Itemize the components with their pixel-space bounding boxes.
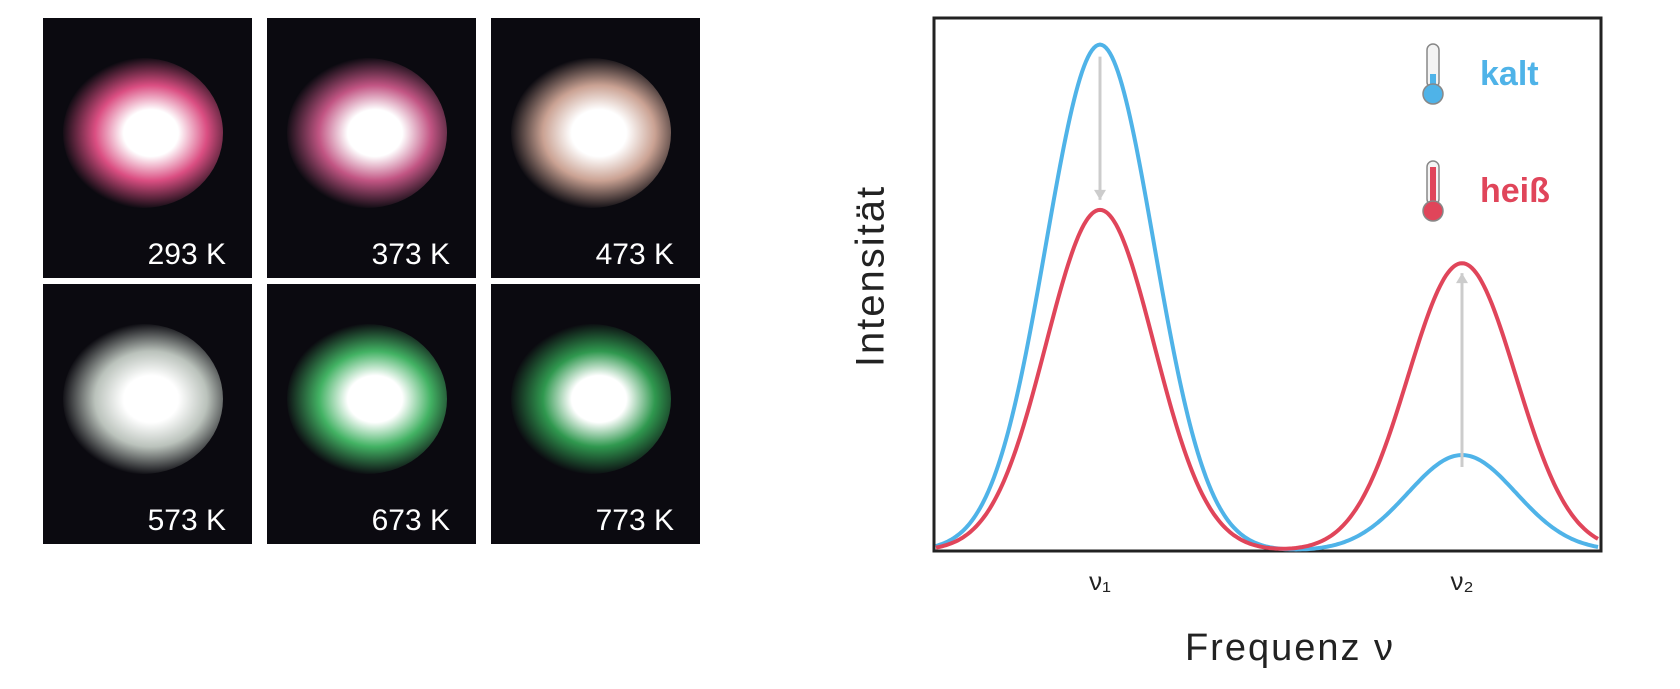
photo: 473 K xyxy=(491,18,700,278)
photo: 673 K xyxy=(267,284,476,544)
glow xyxy=(287,58,447,208)
arrow-head xyxy=(1094,189,1106,200)
plot-frame xyxy=(932,16,1603,553)
arrow-head xyxy=(1456,273,1468,284)
x-axis-label: Frequenz ν xyxy=(1185,627,1395,669)
temperature-label: 473 K xyxy=(595,238,674,271)
thermometer-bulb xyxy=(1422,200,1444,222)
glow xyxy=(511,58,671,208)
x-tick-label: ν₁ xyxy=(1089,566,1111,596)
thermometer-fill xyxy=(1430,74,1436,90)
temperature-label: 373 K xyxy=(371,238,450,271)
temperature-label: 573 K xyxy=(147,504,226,537)
thermometer-bulb xyxy=(1422,83,1444,105)
legend-label: heiß xyxy=(1480,172,1550,210)
photo: 773 K xyxy=(491,284,700,544)
temperature-label: 773 K xyxy=(595,504,674,537)
glow xyxy=(63,58,223,208)
temperature-label: 293 K xyxy=(147,238,226,271)
spectrum-curve xyxy=(935,42,1599,552)
x-tick-label: ν₂ xyxy=(1450,566,1473,596)
spectrum-curve xyxy=(935,207,1599,551)
thermometer-fill xyxy=(1430,167,1436,207)
photo: 573 K xyxy=(43,284,252,544)
temperature-label: 673 K xyxy=(371,504,450,537)
legend-label: kalt xyxy=(1480,55,1539,93)
glow xyxy=(63,324,223,474)
photo: 373 K xyxy=(267,18,476,278)
glow xyxy=(511,324,671,474)
photo: 293 K xyxy=(43,18,252,278)
glow xyxy=(287,324,447,474)
y-axis-label: Intensität xyxy=(849,185,893,367)
